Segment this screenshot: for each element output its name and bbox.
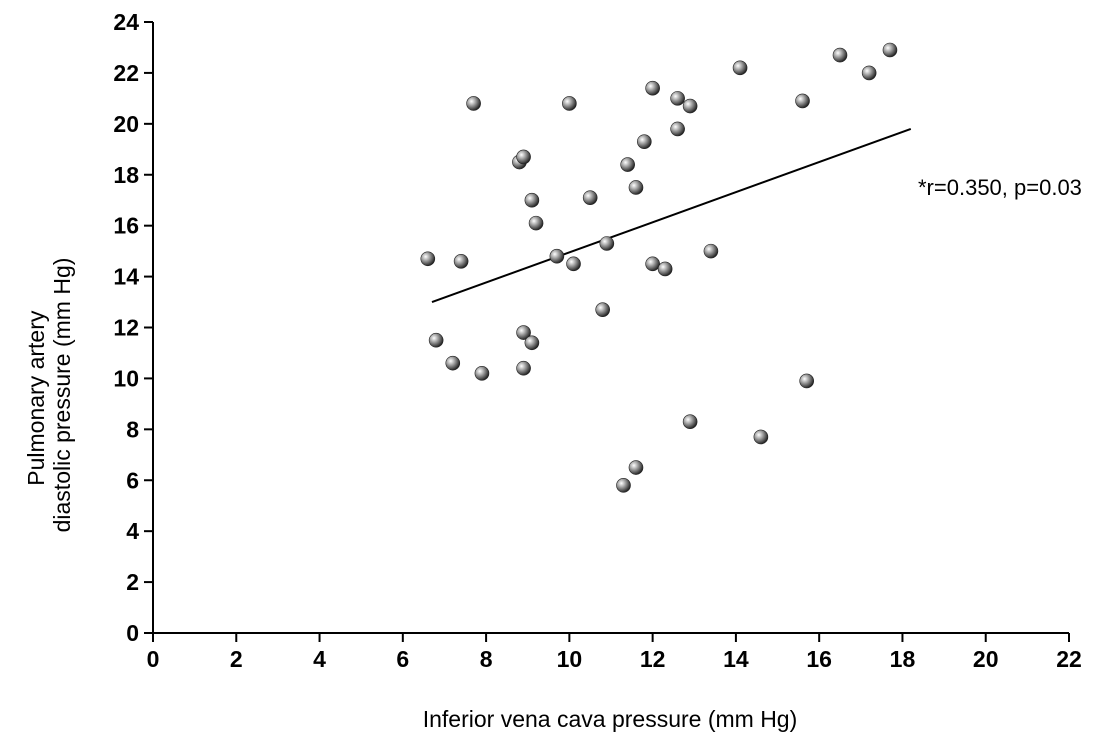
x-tick-label: 2 bbox=[230, 646, 243, 672]
regression-line bbox=[431, 127, 912, 303]
data-point bbox=[882, 42, 898, 58]
x-tick-label: 10 bbox=[557, 646, 583, 672]
y-axis-title-line1: Pulmonary artery bbox=[23, 310, 49, 486]
data-point bbox=[682, 414, 698, 429]
y-tick-label: 4 bbox=[126, 518, 139, 544]
data-point bbox=[620, 157, 635, 172]
y-tick-label: 0 bbox=[126, 620, 139, 646]
data-point bbox=[562, 96, 577, 111]
x-tick-label: 8 bbox=[480, 646, 493, 672]
y-axis-title: Pulmonary artery diastolic pressure (mm … bbox=[23, 258, 75, 533]
data-point bbox=[595, 302, 610, 317]
y-tick-label: 16 bbox=[113, 213, 139, 239]
y-tick-label: 10 bbox=[113, 365, 139, 391]
x-tick-label: 0 bbox=[147, 646, 160, 672]
data-point bbox=[628, 460, 644, 475]
data-point bbox=[445, 355, 461, 371]
data-point bbox=[799, 373, 814, 389]
x-tick-label: 20 bbox=[973, 646, 999, 672]
data-point bbox=[524, 192, 540, 208]
data-point bbox=[670, 121, 685, 137]
data-point bbox=[420, 251, 436, 267]
data-point bbox=[528, 215, 544, 231]
x-tick-label: 16 bbox=[806, 646, 832, 672]
y-tick-label: 18 bbox=[113, 162, 139, 188]
data-point bbox=[549, 248, 565, 264]
y-tick-label: 8 bbox=[126, 416, 139, 442]
y-axis-title-line2: diastolic pressure (mm Hg) bbox=[49, 258, 75, 533]
x-tick-label: 4 bbox=[313, 646, 326, 672]
x-ticks: 0 2 4 6 8 10 12 14 16 18 20 22 bbox=[147, 633, 1082, 672]
data-point bbox=[466, 96, 481, 111]
data-point bbox=[524, 335, 540, 351]
data-point bbox=[628, 180, 644, 195]
data-point bbox=[566, 256, 581, 272]
x-axis-title: Inferior vena cava pressure (mm Hg) bbox=[423, 706, 798, 732]
y-tick-label: 6 bbox=[126, 467, 139, 493]
data-point bbox=[682, 98, 698, 114]
y-tick-label: 22 bbox=[113, 60, 139, 86]
data-point bbox=[516, 360, 531, 376]
correlation-annotation: *r=0.350, p=0.03 bbox=[918, 175, 1082, 200]
x-tick-label: 22 bbox=[1056, 646, 1082, 672]
x-tick-label: 18 bbox=[890, 646, 916, 672]
data-points bbox=[420, 42, 898, 493]
data-point bbox=[474, 366, 490, 381]
y-tick-label: 24 bbox=[113, 9, 139, 35]
data-point bbox=[670, 91, 685, 106]
axes bbox=[152, 22, 1069, 634]
data-point bbox=[599, 236, 615, 251]
data-point bbox=[861, 65, 877, 81]
data-point bbox=[616, 478, 631, 493]
data-point bbox=[453, 254, 469, 269]
data-point bbox=[732, 60, 748, 76]
data-point bbox=[428, 332, 444, 348]
y-tick-label: 20 bbox=[113, 111, 139, 137]
y-tick-label: 2 bbox=[126, 569, 139, 595]
data-point bbox=[753, 429, 769, 445]
y-tick-label: 12 bbox=[113, 315, 139, 341]
data-point bbox=[657, 261, 673, 277]
data-point bbox=[645, 80, 660, 96]
data-point bbox=[516, 149, 531, 165]
x-tick-label: 14 bbox=[723, 646, 749, 672]
data-point bbox=[516, 325, 531, 340]
x-tick-label: 12 bbox=[640, 646, 666, 672]
data-point bbox=[645, 256, 660, 272]
data-point bbox=[582, 190, 598, 205]
data-point bbox=[703, 243, 719, 259]
x-tick-label: 6 bbox=[396, 646, 409, 672]
data-point bbox=[832, 47, 848, 63]
y-tick-label: 14 bbox=[113, 264, 139, 290]
data-point bbox=[637, 134, 652, 149]
data-point bbox=[795, 93, 810, 109]
